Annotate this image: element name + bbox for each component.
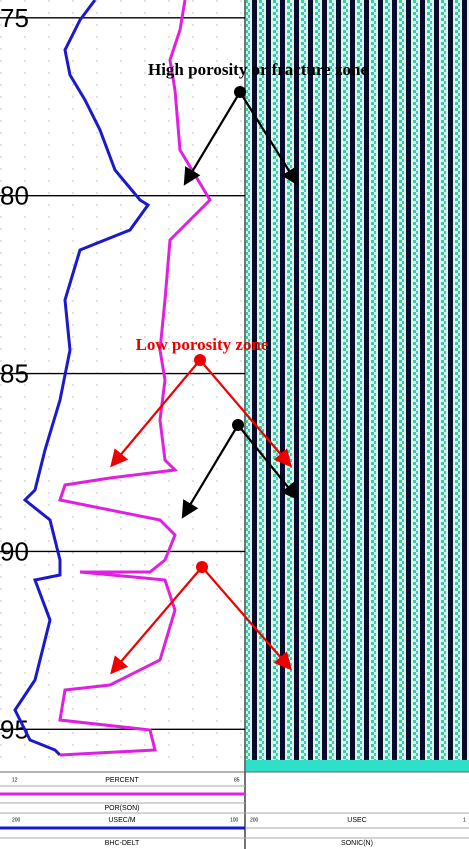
scale-left: 200 bbox=[12, 817, 21, 823]
header: 12 PERCENT 85 POR(SON) 200 USEC/M 100 BH… bbox=[0, 772, 469, 847]
scale-right: 85 bbox=[234, 777, 240, 783]
curve-name: BHC-DELT bbox=[105, 840, 140, 847]
dot bbox=[194, 354, 206, 366]
annotation: High porosity or fracture zone bbox=[148, 60, 368, 79]
scale-right: 100 bbox=[230, 817, 239, 823]
well-log: 7580859095 High porosity or fracture zon… bbox=[0, 0, 469, 849]
dot bbox=[234, 86, 246, 98]
dot bbox=[196, 561, 208, 573]
scale-right: 1 bbox=[463, 817, 466, 823]
unit: USEC/M bbox=[108, 817, 135, 824]
annotation: Low porosity zone bbox=[136, 335, 269, 354]
dot bbox=[232, 419, 244, 431]
page: {"depth_axis": {"ticks": [75, 80, 85, 90… bbox=[0, 0, 469, 849]
unit: USEC bbox=[347, 817, 366, 824]
depth-label: 75 bbox=[0, 3, 29, 33]
left-track bbox=[0, 0, 245, 760]
depth-label: 85 bbox=[0, 359, 29, 389]
scale-left: 12 bbox=[12, 777, 18, 783]
scale-left: 200 bbox=[250, 817, 259, 823]
depth-label: 80 bbox=[0, 181, 29, 211]
curve-name: SONIC(N) bbox=[341, 840, 373, 847]
waveform-track bbox=[246, 0, 469, 760]
unit: PERCENT bbox=[105, 777, 139, 784]
curve-name: POR(SON) bbox=[105, 805, 140, 812]
depth-label: 90 bbox=[0, 536, 29, 566]
cyan-band bbox=[246, 760, 469, 772]
